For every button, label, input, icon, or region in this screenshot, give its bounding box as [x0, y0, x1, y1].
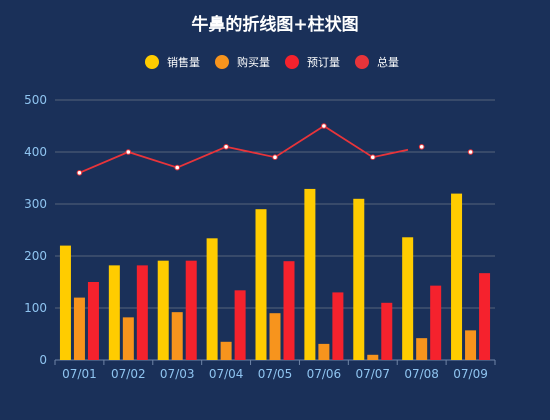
x-axis: 07/01 07/02 07/03 07/04 07/05 07/06 07/07 07/08… [54, 360, 496, 381]
bar-series [59, 188, 491, 360]
y-tick-label: 300 [24, 197, 47, 211]
bar [353, 198, 365, 360]
line-point [272, 154, 278, 160]
legend-label: 购买量 [237, 55, 270, 69]
bar [430, 285, 442, 360]
legend-label: 预订量 [307, 56, 340, 69]
bar [185, 260, 197, 360]
x-tick-label: 07/01 [62, 367, 97, 381]
y-axis: 0 100 200 300 400 500 [24, 93, 47, 367]
line-point [174, 164, 181, 171]
line-point [223, 144, 229, 150]
line-point [321, 123, 327, 129]
bar [87, 282, 99, 360]
bar [269, 313, 281, 360]
legend-swatch [285, 55, 299, 69]
x-tick-label: 07/08 [404, 367, 439, 381]
x-tick-label: 07/03 [160, 367, 195, 381]
bar [73, 297, 85, 360]
bar [402, 237, 414, 360]
bar [171, 312, 183, 360]
line-point [369, 154, 376, 160]
bar [451, 193, 463, 360]
y-tick-label: 100 [24, 301, 47, 315]
bar [381, 302, 393, 360]
legend-swatch [355, 55, 369, 69]
line-point [467, 149, 474, 155]
line-series [76, 123, 474, 176]
line-point [125, 149, 132, 155]
y-tick-label: 500 [24, 93, 47, 107]
legend-label: 销售量 [167, 55, 200, 69]
bar [59, 245, 71, 360]
bar [479, 273, 491, 360]
y-tick-label: 200 [24, 249, 47, 263]
bar [220, 341, 232, 360]
bar [255, 209, 267, 360]
bar [416, 338, 428, 360]
x-tick-label: 07/09 [453, 367, 488, 381]
bar [206, 238, 218, 360]
bar [304, 188, 316, 360]
bar [108, 265, 120, 360]
legend: 销售量 购买量 预订量 总量 [145, 55, 399, 69]
bar [122, 317, 134, 360]
y-tick-label: 0 [39, 353, 47, 367]
series-line [79, 124, 409, 174]
x-tick-label: 07/05 [258, 367, 293, 381]
bar [283, 261, 295, 360]
bar [318, 343, 330, 360]
legend-swatch [145, 55, 159, 69]
bar [234, 290, 246, 360]
x-tick-label: 07/02 [111, 367, 146, 381]
x-tick-label: 07/06 [307, 367, 342, 381]
y-tick-label: 400 [24, 145, 47, 159]
legend-swatch [215, 55, 229, 69]
bar [367, 354, 379, 360]
x-tick-label: 07/07 [355, 367, 390, 381]
line-point [418, 144, 425, 150]
bar [465, 330, 477, 360]
chart-title: 牛鼻的折线图+柱状图 [191, 14, 358, 35]
bar [157, 260, 169, 360]
legend-label: 总量 [377, 55, 399, 69]
x-tick-label: 07/04 [209, 367, 244, 381]
bar [136, 265, 148, 360]
bar [332, 292, 344, 360]
line-point [76, 170, 83, 176]
